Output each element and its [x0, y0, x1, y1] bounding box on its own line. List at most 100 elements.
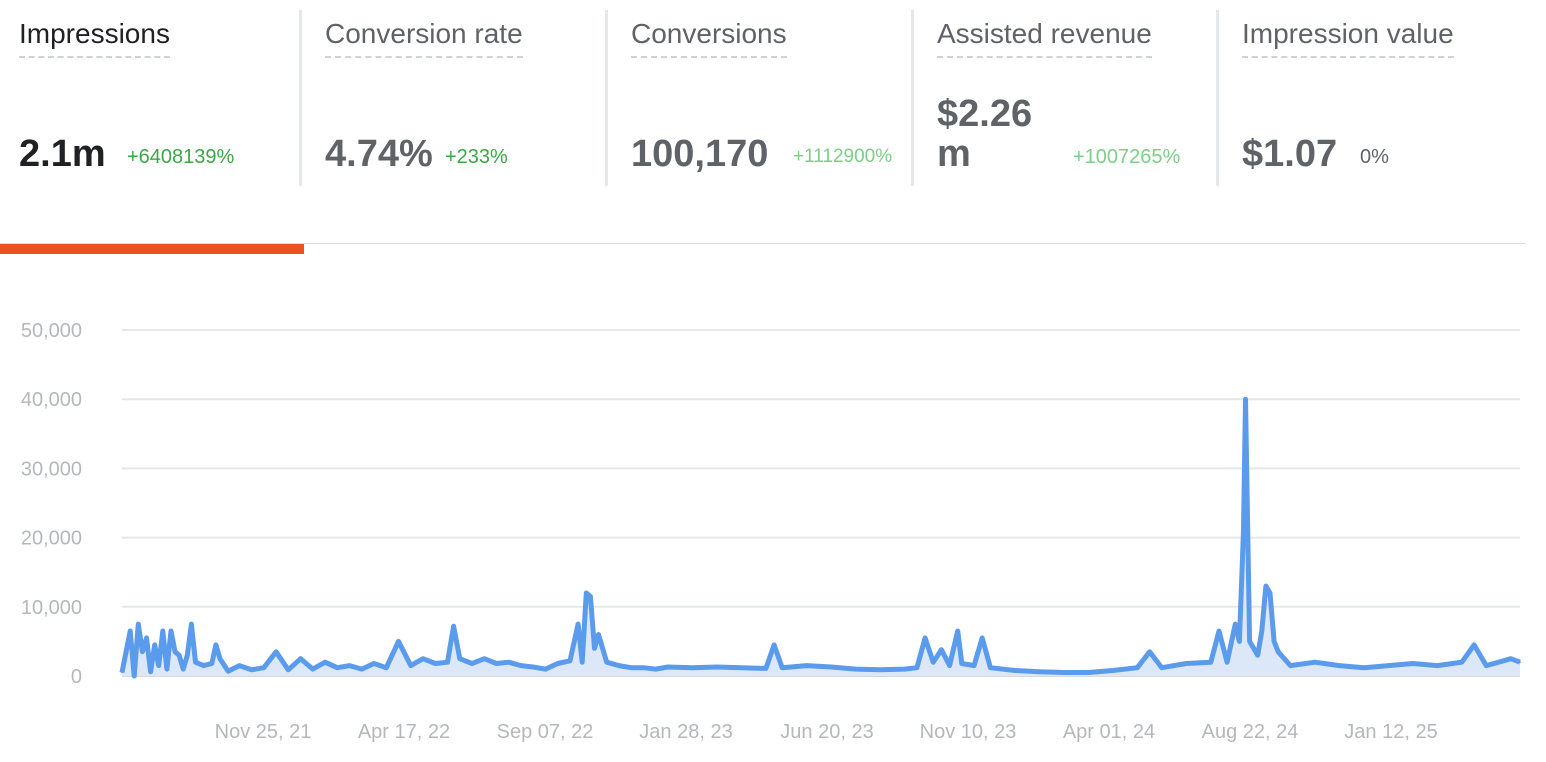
data-point: [830, 666, 833, 668]
data-point: [471, 662, 473, 665]
data-point: [507, 661, 510, 663]
data-point: [716, 666, 718, 668]
x-tick-label: Apr 17, 22: [358, 721, 450, 743]
data-point: [348, 664, 351, 667]
tabs-baseline: [0, 243, 1526, 244]
data-point: [210, 662, 213, 665]
data-point: [1087, 671, 1090, 674]
data-point: [903, 668, 906, 670]
data-point: [1161, 666, 1163, 669]
data-point: [182, 668, 185, 670]
metric-tab-conversions[interactable]: Conversions 100,170 +1112900%: [631, 0, 909, 244]
metric-label: Conversions: [631, 18, 787, 58]
data-point: [581, 661, 584, 663]
metric-tab-impression-value[interactable]: Impression value $1.07 0%: [1242, 0, 1522, 244]
data-point: [1461, 661, 1463, 663]
data-point: [129, 630, 131, 632]
data-point: [409, 664, 412, 667]
data-point: [495, 662, 498, 665]
x-tick-label: Aug 22, 24: [1202, 721, 1299, 743]
metric-tab-conversion-rate[interactable]: Conversion rate 4.74% +233%: [325, 0, 603, 244]
data-point: [1218, 630, 1220, 632]
metric-tab-impressions[interactable]: Impressions 2.1m +6408139%: [19, 0, 299, 244]
data-point: [916, 666, 918, 669]
metric-delta: +6408139%: [127, 146, 235, 168]
data-point: [981, 637, 984, 639]
data-point: [605, 661, 608, 663]
data-point: [219, 657, 221, 660]
data-point: [879, 668, 881, 671]
data-point: [1063, 671, 1065, 674]
data-point: [202, 664, 205, 667]
data-point: [299, 657, 302, 660]
y-tick-label: 20,000: [21, 528, 82, 550]
data-point: [190, 623, 193, 625]
data-point: [691, 666, 694, 669]
data-point: [924, 637, 926, 639]
data-point: [1210, 661, 1212, 663]
active-tab-indicator: [0, 244, 304, 254]
data-point: [1148, 650, 1151, 653]
data-point: [287, 668, 290, 671]
data-point: [145, 637, 148, 639]
data-point: [569, 659, 571, 662]
data-point: [667, 666, 669, 668]
data-point: [373, 662, 375, 665]
data-point: [1338, 664, 1341, 667]
data-point: [215, 644, 217, 646]
data-point: [1226, 661, 1228, 663]
data-point: [1261, 630, 1263, 632]
data-point: [1510, 657, 1512, 660]
data-point: [137, 623, 140, 625]
data-point: [940, 648, 943, 651]
x-tick-label: Nov 25, 21: [215, 721, 312, 743]
data-point: [1277, 650, 1279, 653]
data-point: [336, 666, 339, 669]
data-point: [989, 666, 992, 669]
data-point: [1412, 662, 1414, 665]
metrics-tabs: Impressions 2.1m +6408139% Conversion ra…: [0, 0, 1526, 244]
data-point: [153, 644, 156, 646]
data-point: [956, 630, 959, 632]
data-point: [948, 664, 951, 667]
data-point: [585, 592, 588, 594]
data-point: [1436, 664, 1439, 667]
x-tick-label: Jun 20, 23: [780, 721, 873, 743]
metric-delta: +1112900%: [793, 146, 893, 167]
x-tick-label: Jan 12, 25: [1344, 721, 1437, 743]
data-point: [1289, 664, 1292, 667]
metric-divider: [605, 10, 608, 186]
impressions-chart: 50,000 40,000 30,000 20,000 10,000 0 Nov 25, …: [21, 320, 1521, 743]
y-tick-label: 50,000: [21, 320, 82, 342]
data-point: [1242, 529, 1245, 532]
data-point: [1387, 664, 1390, 667]
metric-divider: [299, 10, 302, 186]
metric-divider: [911, 10, 914, 186]
metric-label: Conversion rate: [325, 18, 523, 58]
data-point: [194, 661, 197, 663]
data-point: [973, 664, 975, 667]
y-tick-label: 30,000: [21, 458, 82, 480]
data-point: [141, 650, 144, 653]
metric-tab-assisted-revenue[interactable]: Assisted revenue $2.26 m +1007265%: [937, 0, 1207, 244]
data-point: [1485, 664, 1488, 667]
data-point: [618, 664, 620, 667]
data-point: [121, 671, 123, 674]
data-point: [166, 668, 168, 670]
data-point: [765, 667, 767, 670]
data-point: [630, 666, 632, 669]
metric-delta: 0%: [1360, 146, 1389, 168]
metric-value: 4.74%: [325, 133, 433, 175]
data-point: [162, 630, 164, 632]
x-tick-label: Jan 28, 23: [639, 721, 732, 743]
data-point: [556, 662, 559, 665]
data-point: [1038, 671, 1041, 673]
data-point: [174, 650, 176, 653]
data-point: [397, 640, 400, 643]
data-point: [773, 644, 775, 646]
data-point: [324, 661, 326, 663]
y-tick-label: 10,000: [21, 597, 82, 619]
data-point: [422, 657, 424, 660]
data-point: [446, 661, 449, 663]
data-point: [597, 633, 600, 636]
